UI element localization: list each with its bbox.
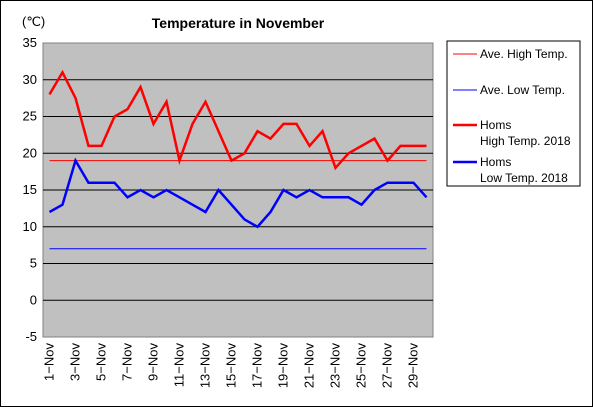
x-tick-label: 27−Nov: [380, 343, 395, 389]
grid-lines: [43, 79, 433, 301]
x-tick-label: 19−Nov: [276, 343, 291, 389]
x-tick-label: 13−Nov: [198, 343, 213, 389]
y-tick-label: 10: [23, 219, 37, 234]
legend-items: Ave. High Temp. Ave. Low Temp. Homs High Te…: [453, 47, 571, 185]
x-tick-label: 21−Nov: [302, 343, 317, 389]
x-tick-label: 25−Nov: [354, 343, 369, 389]
series-line-3: [48, 157, 428, 229]
x-tick-label: 5−Nov: [94, 343, 109, 381]
x-tick-label: 15−Nov: [224, 343, 239, 389]
y-tick-label: 35: [23, 35, 37, 50]
x-tick-label: 9−Nov: [146, 343, 161, 381]
chart-title: Temperature in November: [152, 15, 325, 31]
x-tick-label: 17−Nov: [250, 343, 265, 389]
y-tick-label: -5: [25, 329, 37, 344]
series-line-2: [48, 69, 427, 171]
legend-label: Ave. Low Temp.: [480, 83, 565, 97]
legend: [446, 40, 581, 187]
x-tick-label: 23−Nov: [328, 343, 343, 389]
y-unit-label: (℃): [22, 14, 45, 29]
y-tick-label: 5: [30, 256, 37, 271]
y-tick-label: 20: [23, 145, 37, 160]
y-tick-label: 30: [23, 72, 37, 87]
y-tick-label: 25: [23, 109, 37, 124]
x-tick-label: 3−Nov: [68, 343, 83, 381]
legend-label: Ave. High Temp.: [480, 47, 568, 61]
y-tick-label: 0: [30, 292, 37, 307]
y-tick-label: 15: [23, 182, 37, 197]
legend-label: Low Temp. 2018: [480, 171, 568, 185]
series-layer: [48, 69, 428, 250]
y-axis-ticks: -5 0 5 10 15 20 25 30 35: [23, 35, 37, 344]
x-axis-ticks: 1−Nov 3−Nov 5−Nov 7−Nov 9−Nov 11−Nov 13−Nov 15−…: [42, 343, 421, 389]
legend-label: Homs: [480, 118, 511, 132]
legend-label: Homs: [480, 155, 511, 169]
x-tick-label: 1−Nov: [42, 343, 57, 381]
x-tick-label: 29−Nov: [406, 343, 421, 389]
legend-label: High Temp. 2018: [480, 134, 571, 148]
x-tick-label: 7−Nov: [120, 343, 135, 381]
x-tick-label: 11−Nov: [172, 343, 187, 388]
